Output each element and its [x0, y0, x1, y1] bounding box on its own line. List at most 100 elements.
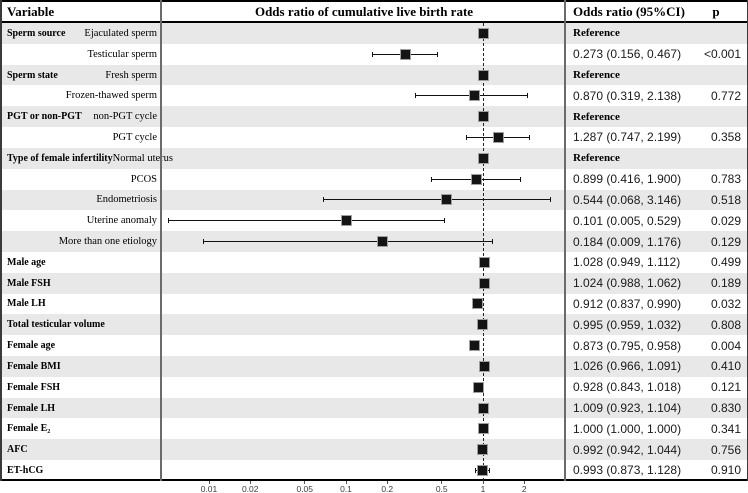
variable-sublabel: non-PGT cycle	[93, 111, 157, 123]
variable-cell: Testicular sperm	[0, 44, 161, 65]
table-right-border	[746, 0, 748, 481]
or-point-marker	[472, 298, 484, 310]
variable-cell: Female LH	[0, 398, 161, 419]
reference-dashed-line	[482, 23, 484, 481]
reference-label: Reference	[573, 152, 620, 165]
table-top-border	[0, 0, 748, 2]
forest-plot-rows: Sperm source Ejaculated sperm Reference Tes…	[0, 23, 748, 481]
p-value: 0.032	[710, 296, 741, 311]
table-row: PGT or non-PGT non-PGT cycle Reference	[0, 106, 748, 128]
p-value: 0.910	[710, 463, 741, 478]
table-row: Female age 0.873 (0.795, 0.958) 0.004	[0, 335, 748, 356]
or-point-marker	[477, 319, 489, 331]
variable-group-label: ET-hCG	[7, 464, 44, 476]
variable-cell: Sperm state Fresh sperm	[0, 65, 161, 86]
or-ci-value: 0.928 (0.843, 1.018)	[573, 380, 682, 395]
table-left-border	[0, 0, 2, 481]
table-bottom-border	[0, 479, 748, 481]
or-point-marker	[477, 152, 489, 164]
or-point-marker	[477, 69, 489, 81]
or-ci-value: 0.912 (0.837, 0.990)	[573, 296, 682, 311]
axis-tick-label: 0.01	[200, 483, 218, 493]
axis-tick-label: 2	[521, 483, 527, 493]
variable-group-label: Male age	[7, 256, 46, 268]
or-ci-value: 0.273 (0.156, 0.467)	[573, 47, 682, 62]
variable-group-label: Male FSH	[7, 277, 51, 289]
reference-label: Reference	[573, 110, 620, 123]
p-value: 0.029	[710, 213, 741, 228]
table-row: Sperm source Ejaculated sperm Reference	[0, 23, 748, 44]
variable-sublabel: Testicular sperm	[87, 48, 157, 60]
or-ci-value: 1.026 (0.966, 1.091)	[573, 359, 682, 374]
or-ci-value: 0.992 (0.942, 1.044)	[573, 442, 682, 457]
or-ci-value: 1.000 (1.000, 1.000)	[573, 421, 682, 436]
or-point-marker	[479, 256, 491, 268]
p-value: 0.341	[710, 421, 741, 436]
p-value: 0.129	[710, 234, 741, 249]
variable-cell: Female BMI	[0, 356, 161, 377]
table-row: Total testicular volume 0.995 (0.959, 1.0…	[0, 314, 748, 336]
table-row: Sperm state Fresh sperm Reference	[0, 64, 748, 86]
variable-cell: PGT cycle	[0, 127, 161, 148]
column-header-variable: Variable	[7, 4, 55, 19]
reference-label: Reference	[573, 69, 620, 82]
or-point-marker	[400, 48, 412, 60]
variable-cell: AFC	[0, 439, 161, 460]
variable-cell: Male age	[0, 252, 161, 273]
or-ci-value: 1.009 (0.923, 1.104)	[573, 401, 682, 416]
axis-tick-label: 0.5	[435, 483, 448, 493]
table-row: PGT cycle 1.287 (0.747, 2.199) 0.358	[0, 127, 748, 148]
variable-group-label: Female LH	[7, 402, 56, 414]
table-row: More than one etiology 0.184 (0.009, 1.17…	[0, 231, 748, 252]
ci-endcap	[323, 197, 325, 203]
or-point-marker	[477, 423, 489, 435]
p-value: 0.410	[710, 359, 741, 374]
variable-sublabel: PGT cycle	[112, 131, 157, 143]
table-row: Endometriosis 0.544 (0.068, 3.146) 0.518	[0, 189, 748, 211]
or-ci-value: 1.287 (0.747, 2.199)	[573, 130, 682, 145]
variable-group-label: Female E₂	[7, 423, 51, 435]
variable-cell: PCOS	[0, 169, 161, 190]
column-header-p: p	[712, 4, 720, 19]
variable-sublabel: Ejaculated sperm	[84, 27, 157, 39]
or-ci-value: 0.544 (0.068, 3.146)	[573, 192, 682, 207]
or-point-marker	[469, 340, 481, 352]
variable-group-label: Total testicular volume	[7, 319, 105, 331]
ci-line	[167, 220, 446, 222]
ci-endcap	[415, 93, 417, 99]
axis-tick-label: 1	[480, 483, 486, 493]
table-row: Uterine anomaly 0.101 (0.005, 0.529) 0.029	[0, 210, 748, 232]
table-row: Male age 1.028 (0.949, 1.112) 0.499	[0, 251, 748, 273]
axis-tick-label: 0.1	[340, 483, 352, 493]
axis-tick-mark	[208, 481, 210, 484]
table-row: Female LH 1.009 (0.923, 1.104) 0.830	[0, 397, 748, 419]
or-ci-value: 0.899 (0.416, 1.900)	[573, 172, 682, 187]
p-value	[690, 65, 748, 86]
variable-cell: Sperm source Ejaculated sperm	[0, 23, 161, 44]
ci-endcap	[520, 176, 522, 182]
p-value: <0.001	[703, 47, 741, 62]
ci-endcap	[474, 467, 476, 473]
table-row: Frozen-thawed sperm 0.870 (0.319, 2.138) 0…	[0, 85, 748, 107]
variable-group-label: Female FSH	[7, 381, 61, 393]
variable-group-label: Sperm source	[7, 27, 66, 39]
axis-tick-label: 0.05	[296, 483, 314, 493]
table-row: ET-hCG 0.993 (0.873, 1.128) 0.910	[0, 460, 748, 481]
variable-cell: Female FSH	[0, 377, 161, 398]
table-row: AFC 0.992 (0.942, 1.044) 0.756	[0, 439, 748, 461]
ci-endcap	[167, 218, 169, 224]
variable-group-label: Female age	[7, 340, 56, 352]
ci-endcap	[489, 467, 491, 473]
table-row: Type of female infertility Normal uterus R…	[0, 147, 748, 169]
variable-cell: Endometriosis	[0, 190, 161, 211]
or-point-marker	[479, 360, 491, 372]
variable-group-label: Male LH	[7, 298, 46, 310]
table-row: PCOS 0.899 (0.416, 1.900) 0.783	[0, 168, 748, 190]
or-point-marker	[477, 27, 489, 39]
p-value: 0.830	[710, 401, 741, 416]
or-ci-value: 0.101 (0.005, 0.529)	[573, 213, 682, 228]
axis-tick-label: 0.2	[381, 483, 394, 493]
p-value: 0.783	[710, 172, 741, 187]
variable-sublabel: More than one etiology	[58, 236, 157, 248]
